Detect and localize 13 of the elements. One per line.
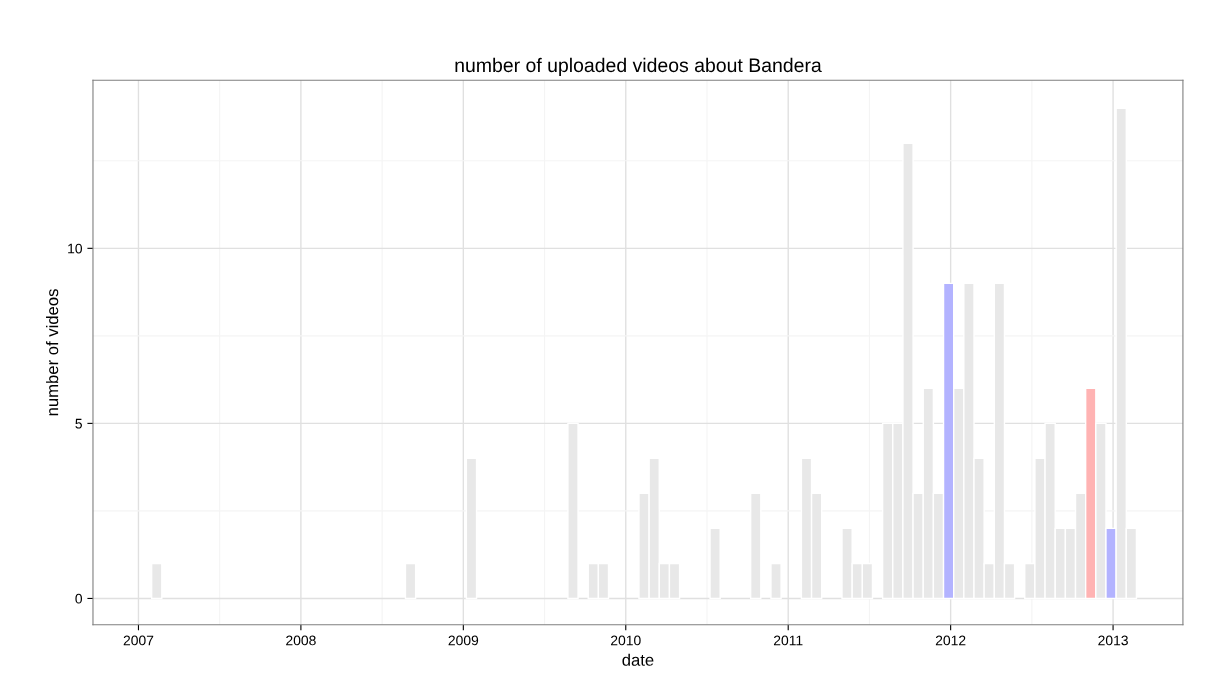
- x-tick-label: 2008: [286, 635, 316, 646]
- y-axis-title: number of videos: [46, 289, 59, 416]
- x-tick-label: 2007: [123, 635, 154, 646]
- x-tick-label: 2013: [1098, 635, 1128, 646]
- x-axis-title: date: [622, 653, 654, 666]
- y-tick-label: 5: [75, 418, 82, 429]
- y-tick-label: 10: [68, 243, 83, 254]
- chart-title: number of uploaded videos about Bandera: [455, 57, 822, 76]
- x-tick-label: 2012: [935, 635, 966, 646]
- x-tick-label: 2011: [773, 635, 803, 646]
- y-tick-label: 0: [75, 593, 83, 604]
- x-tick-label: 2009: [448, 635, 479, 646]
- x-tick-label: 2010: [611, 635, 641, 646]
